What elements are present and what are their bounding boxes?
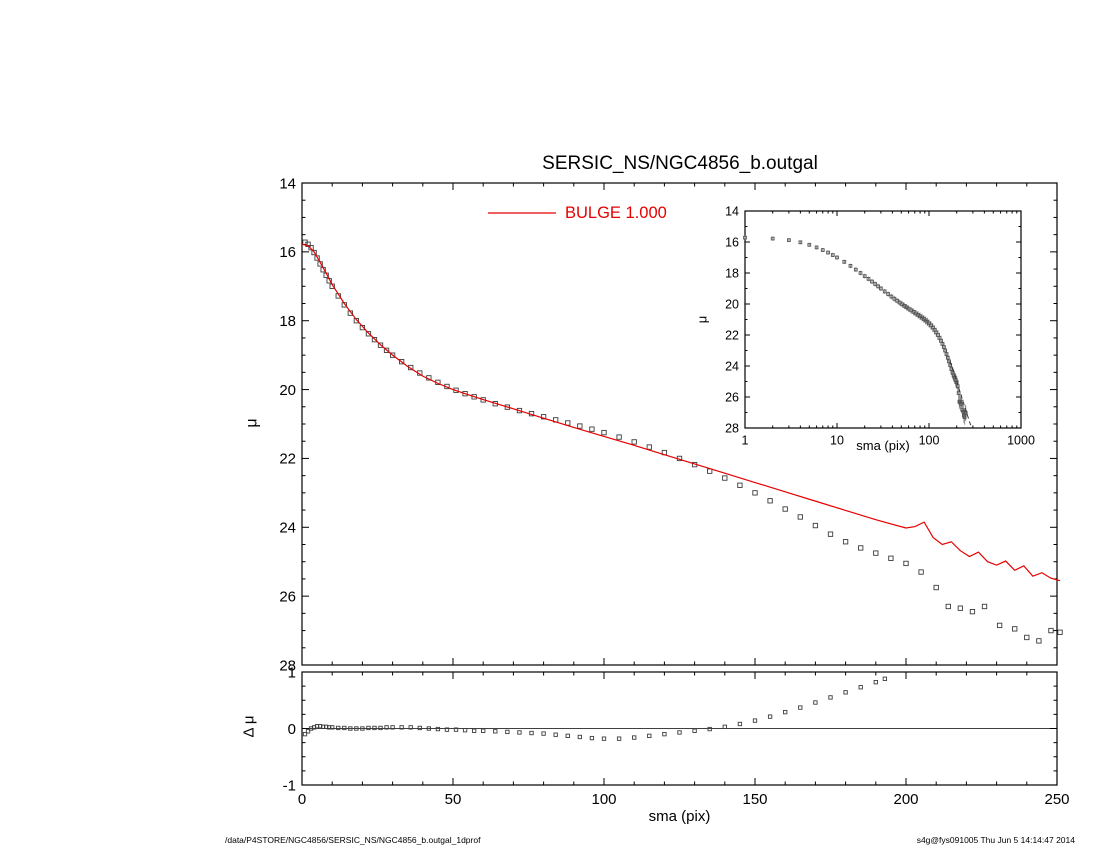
svg-text:24: 24: [279, 520, 296, 537]
inset-xlabel: sma (pix): [856, 438, 910, 453]
svg-text:100: 100: [919, 434, 940, 448]
svg-text:28: 28: [725, 421, 739, 435]
svg-text:26: 26: [279, 588, 296, 605]
residual-ylabel: Δ μ: [240, 715, 258, 738]
svg-text:1: 1: [742, 434, 749, 448]
svg-text:16: 16: [279, 244, 296, 261]
svg-text:26: 26: [725, 390, 739, 404]
svg-text:1000: 1000: [1007, 434, 1035, 448]
main-plot: 14 16 18 20 22 24 26 28: [279, 175, 1063, 674]
svg-text:200: 200: [893, 791, 918, 808]
svg-text:1: 1: [288, 664, 296, 681]
svg-text:50: 50: [445, 791, 462, 808]
bottom-xlabel: sma (pix): [648, 808, 711, 825]
inset-ylabel: μ: [694, 315, 710, 324]
main-ylabel: μ: [243, 418, 261, 428]
svg-text:18: 18: [279, 313, 296, 330]
svg-text:14: 14: [725, 204, 739, 218]
legend-label: BULGE 1.000: [565, 204, 667, 222]
footer-user-timestamp: s4g@fys091005 Thu Jun 5 14:14:47 2014: [916, 835, 1075, 845]
svg-text:150: 150: [742, 791, 767, 808]
inset-plot: 1 10 100 1000 14 16 18 20 22 24 26 28: [725, 204, 1035, 447]
svg-text:16: 16: [725, 235, 739, 249]
svg-text:250: 250: [1044, 791, 1069, 808]
svg-text:22: 22: [279, 451, 296, 468]
svg-text:24: 24: [725, 359, 739, 373]
svg-text:10: 10: [830, 434, 844, 448]
svg-text:20: 20: [725, 297, 739, 311]
svg-text:14: 14: [279, 175, 296, 192]
svg-text:0: 0: [288, 721, 296, 738]
svg-text:28: 28: [279, 657, 296, 674]
svg-text:0: 0: [298, 791, 306, 808]
svg-text:-1: -1: [283, 777, 296, 794]
svg-text:22: 22: [725, 328, 739, 342]
svg-text:18: 18: [725, 266, 739, 280]
svg-text:20: 20: [279, 382, 296, 399]
plot-title: SERSIC_NS/NGC4856_b.outgal: [542, 153, 818, 174]
footer-path: /data/P4STORE/NGC4856/SERSIC_NS/NGC4856_…: [225, 835, 481, 845]
svg-text:100: 100: [591, 791, 616, 808]
